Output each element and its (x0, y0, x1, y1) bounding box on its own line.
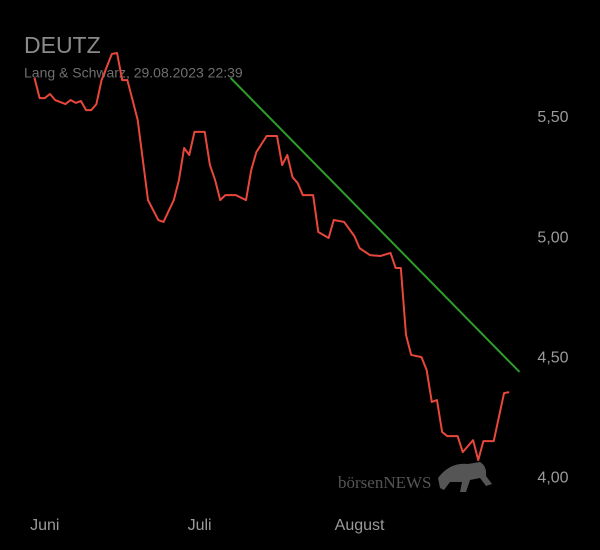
trend-line (229, 77, 521, 373)
x-tick-label: Juni (30, 517, 59, 534)
chart-subtitle: Lang & Schwarz, 29.08.2023 22:39 (24, 65, 243, 81)
watermark-bull (438, 462, 492, 492)
watermark: börsenNEWS (338, 473, 431, 492)
y-tick-label: 5,50 (537, 109, 568, 126)
y-tick-label: 5,00 (537, 229, 568, 246)
x-tick-label: Juli (188, 517, 212, 534)
x-tick-label: August (335, 517, 385, 534)
price-line (33, 51, 510, 462)
y-tick-label: 4,00 (537, 469, 568, 486)
chart-title: DEUTZ (24, 32, 101, 58)
y-tick-label: 4,50 (537, 349, 568, 366)
